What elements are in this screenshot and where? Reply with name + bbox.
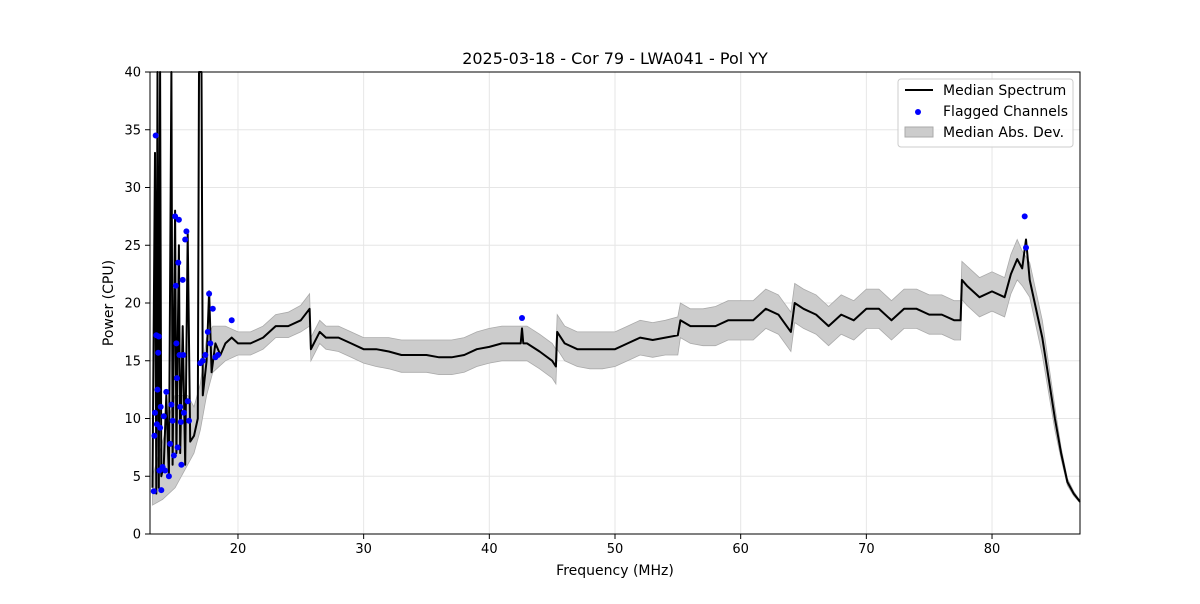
y-tick-label: 15 (124, 354, 141, 369)
flagged-channel-point (152, 409, 158, 416)
flagged-channel-point (174, 375, 180, 382)
flagged-channel-point (177, 419, 184, 425)
flagged-channel-point (180, 409, 187, 416)
legend: Median Spectrum Flagged Channels Median … (897, 78, 1074, 148)
flagged-channel-point (207, 340, 214, 347)
flagged-channel-point (173, 340, 180, 347)
flagged-channel-point (184, 398, 191, 405)
flagged-channel-point (172, 282, 179, 289)
y-tick-label: 30 (124, 181, 141, 196)
y-axis-label: Power (CPU) (101, 260, 117, 346)
flagged-channel-point (199, 357, 206, 364)
flagged-channel-point (1023, 244, 1029, 251)
y-axis: 0 5 10 15 20 25 30 35 40 (124, 66, 150, 543)
flagged-channel-point (183, 228, 190, 235)
y-tick-label: 35 (124, 123, 141, 138)
flagged-channel-point (175, 216, 182, 223)
flagged-channel-point (151, 432, 158, 439)
flagged-channel-point (167, 440, 174, 447)
flagged-channel-point (160, 413, 167, 420)
legend-marker-swatch (915, 109, 921, 115)
x-tick-label: 40 (481, 542, 498, 557)
flagged-channel-point (519, 315, 525, 321)
x-tick-label: 60 (732, 542, 749, 557)
flagged-channel-point (206, 290, 213, 297)
flagged-channel-point (169, 417, 176, 424)
chart-title: 2025-03-18 - Cor 79 - LWA041 - Pol YY (462, 49, 768, 68)
y-tick-label: 40 (124, 66, 141, 81)
line-layer (151, 71, 1081, 503)
flagged-channel-point (158, 487, 165, 494)
y-tick-label: 0 (133, 528, 141, 543)
flagged-channel-point (157, 403, 164, 410)
legend-band-swatch (904, 126, 934, 138)
x-tick-label: 50 (607, 542, 624, 557)
flagged-channel-point (214, 352, 221, 358)
flagged-channel-point (182, 236, 189, 243)
flagged-channel-point (168, 401, 175, 408)
x-axis-label: Frequency (MHz) (556, 563, 674, 579)
flagged-channel-point (179, 276, 186, 283)
legend-label-flagged-channels: Flagged Channels (943, 104, 1068, 120)
flagged-channel-point (157, 424, 164, 431)
flagged-channel-point (162, 467, 169, 474)
flagged-channel-point (186, 417, 192, 424)
median-spectrum-line (151, 71, 1081, 503)
y-tick-label: 5 (133, 470, 141, 485)
legend-label-median-spectrum: Median Spectrum (943, 83, 1066, 99)
flagged-channel-point (180, 352, 187, 358)
flagged-channel-point (178, 461, 185, 468)
flagged-channel-point (228, 317, 235, 324)
x-tick-label: 30 (355, 542, 372, 557)
x-axis: 20 30 40 50 60 70 80 (230, 534, 1001, 557)
flagged-channel-point (175, 259, 182, 266)
flagged-channel-point (155, 349, 162, 356)
flagged-channel-point (1021, 213, 1028, 220)
flagged-channel-point (150, 488, 157, 495)
flagged-channel-point (165, 473, 172, 480)
marker-layer (150, 132, 1029, 495)
legend-label-median-abs-dev: Median Abs. Dev. (943, 125, 1064, 141)
flagged-channel-point (204, 328, 211, 335)
y-tick-label: 25 (124, 239, 141, 254)
y-tick-label: 20 (124, 297, 141, 312)
flagged-channel-point (155, 333, 162, 340)
flagged-channel-point (152, 132, 159, 139)
y-tick-label: 10 (124, 412, 141, 427)
flagged-channel-point (209, 305, 216, 312)
legend-frame (897, 78, 1074, 148)
flagged-channel-point (170, 452, 177, 459)
flagged-channel-point (154, 386, 161, 393)
flagged-channel-point (202, 352, 209, 358)
x-tick-label: 20 (230, 542, 247, 557)
flagged-channel-point (177, 403, 184, 410)
flagged-channel-point (174, 444, 181, 451)
flagged-channel-point (163, 388, 170, 395)
x-tick-label: 70 (858, 542, 875, 557)
x-tick-label: 80 (984, 542, 1001, 557)
